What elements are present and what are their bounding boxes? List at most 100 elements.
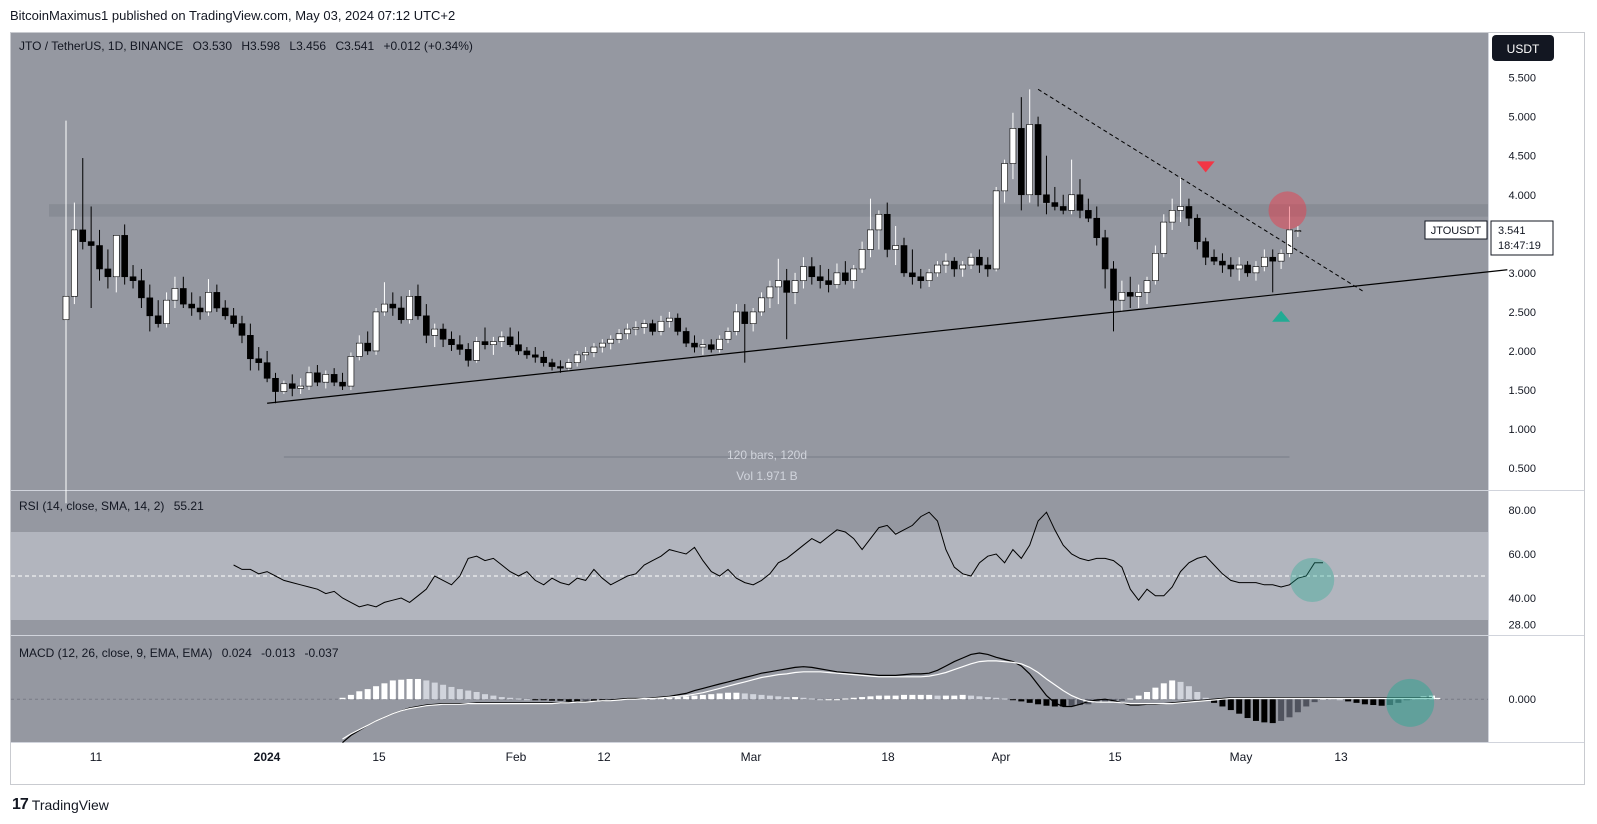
candle-body [1227,264,1235,270]
price-axis-bg[interactable] [1488,33,1584,742]
candle-body [439,328,447,340]
candle-body [180,288,187,305]
macd-histogram-bar [901,694,907,700]
macd-histogram-bar [666,697,673,700]
macd-histogram-bar [1395,699,1402,703]
macd-histogram-bar [389,680,396,700]
candle-body [1051,202,1059,207]
candle-body [280,383,288,392]
price-tick-label: 4.000 [1508,190,1536,202]
price-pane-bg[interactable] [11,33,1488,490]
candle-body [1286,229,1293,254]
macd-histogram-bar [1185,686,1192,700]
macd-histogram-bar [725,692,732,700]
macd-histogram-bar [1261,699,1268,723]
macd-histogram-bar [1428,695,1435,700]
price-tick-label: 3.000 [1508,268,1536,280]
macd-histogram-bar [1236,699,1243,714]
candle-body [1101,237,1109,270]
rsi-tick-label: 40.00 [1508,593,1536,605]
candle-body [314,372,321,383]
candle-body [456,344,464,350]
macd-histogram-bar [1026,699,1033,703]
candle-body [1261,256,1268,267]
candle-body [473,341,480,361]
macd-histogram-bar [490,695,497,700]
macd-histogram-bar [1068,699,1075,706]
candle-body [196,307,204,313]
macd-histogram-bar [398,679,405,700]
candle-body [330,374,338,383]
candle-body [381,303,388,313]
candle-body [1043,194,1050,203]
time-axis-bg[interactable] [11,742,1584,784]
rsi-label[interactable]: RSI (14, close, SMA, 14, 2) [19,499,164,513]
footer[interactable]: 17 TradingView [12,796,109,814]
candle-body [607,338,615,344]
candle-body [1269,256,1277,262]
candle-body [322,374,330,383]
candle-body [741,311,749,324]
macd-histogram-bar [951,695,958,700]
close-value: 3.541 [344,39,374,53]
time-tick-label: May [1230,750,1253,764]
macd-histogram-bar [775,696,782,700]
rsi-tick-label: 80.00 [1508,505,1536,517]
macd-histogram-bar [1194,692,1201,700]
macd-histogram-bar [1378,699,1385,706]
time-tick-label: 12 [597,750,611,764]
tradingview-logo-icon[interactable]: 17 [12,796,29,813]
macd-histogram-bar [683,696,690,700]
macd-histogram-bar [750,694,757,700]
candle-body [464,349,472,361]
macd-pane-bg[interactable] [11,636,1488,742]
candle-body [917,276,925,281]
macd-histogram-bar [1093,699,1100,703]
rsi-legend[interactable]: RSI (14, close, SMA, 14, 2) 55.21 [19,499,204,513]
tradingview-brand[interactable]: TradingView [31,797,109,813]
candle-body [867,229,874,250]
macd-histogram-bar [1135,695,1142,700]
macd-histogram-bar [565,699,572,702]
macd-label[interactable]: MACD (12, 26, close, 9, EMA, EMA) [19,646,212,660]
macd-histogram-bar [1076,699,1083,706]
candle-body [230,315,237,324]
candle-body [121,235,128,278]
last-price-value: 3.541 [1498,225,1526,237]
macd-histogram-bar [599,699,606,701]
macd-histogram-bar [440,684,447,700]
macd-histogram-bar [859,697,866,700]
close-label: C [335,39,344,53]
trading-chart[interactable]: 5.5005.0004.5004.0003.5003.0002.5002.000… [11,33,1584,784]
chart-frame[interactable]: 5.5005.0004.5004.0003.5003.0002.5002.000… [10,32,1585,785]
currency-badge-label[interactable]: USDT [1507,42,1540,56]
macd-histogram-bar [532,699,539,701]
macd-histogram-bar [1060,699,1067,707]
candle-body [347,356,355,387]
candle-body [1194,217,1201,242]
macd-histogram-bar [934,695,941,700]
candle-body [1143,280,1151,293]
candle-body [1152,253,1159,281]
candle-body [1085,210,1092,219]
candle-body [883,213,891,250]
buy-signal-triangle [1272,310,1291,322]
macd-histogram-bar [1043,699,1050,706]
macd-legend[interactable]: MACD (12, 26, close, 9, EMA, EMA) 0.024 … [19,646,339,660]
symbol-tag[interactable] [1424,220,1488,240]
macd-histogram-bar [406,678,413,700]
candle-body [599,342,606,348]
currency-badge[interactable] [1492,35,1554,61]
macd-histogram-bar [1009,699,1016,701]
candle-body [247,335,254,360]
candle-body [339,381,346,387]
macd-histogram-bar [373,686,380,700]
candle-body [573,354,581,363]
macd-histogram-bar [482,694,488,700]
candle-body [1294,230,1302,232]
symbol-name[interactable]: JTO / TetherUS, 1D, BINANCE [19,39,183,53]
last-price-tag[interactable] [1490,220,1554,256]
symbol-legend[interactable]: JTO / TetherUS, 1D, BINANCE O3.530 H3.59… [19,39,473,53]
macd-histogram-bar [1403,699,1410,701]
macd-histogram-bar [549,699,556,701]
